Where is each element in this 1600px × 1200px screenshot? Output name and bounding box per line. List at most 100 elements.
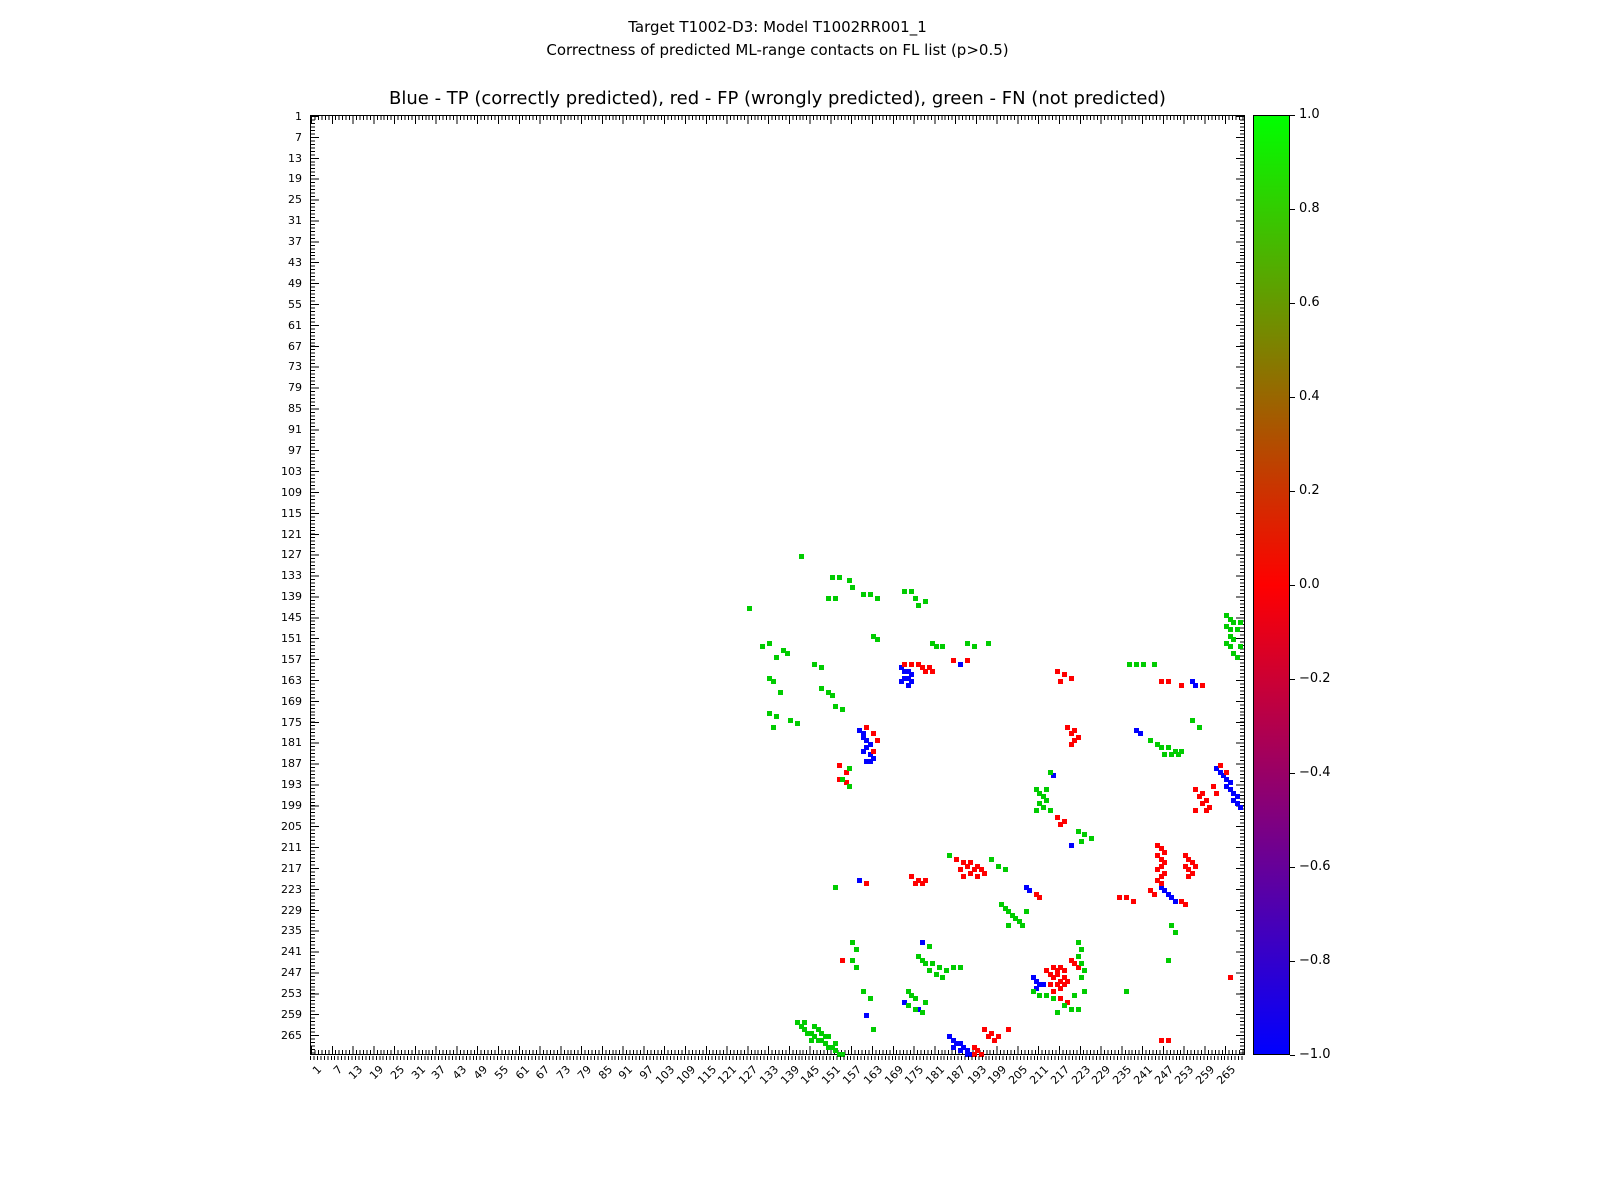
scatter-point-fn <box>1040 804 1046 810</box>
scatter-point-fp <box>902 661 908 667</box>
colorbar-tick-mark <box>1290 491 1295 492</box>
figure-suptitle: Target T1002-D3: Model T1002RR001_1 Corr… <box>310 16 1245 61</box>
y-tick-label: 157 <box>281 652 302 666</box>
scatter-point-fp <box>1196 794 1202 800</box>
scatter-point-fp <box>982 1027 988 1033</box>
scatter-point-fn <box>770 724 776 730</box>
y-tick-label: 175 <box>281 715 302 729</box>
x-tick-label: 31 <box>408 1063 428 1083</box>
y-tick-label: 115 <box>281 506 302 520</box>
scatter-point-fn <box>795 1020 801 1026</box>
scatter-point-tp <box>867 752 873 758</box>
scatter-point-tp <box>898 665 904 671</box>
colorbar-tick-label: −0.6 <box>1299 859 1331 874</box>
scatter-point-fp <box>871 731 877 737</box>
scatter-point-fn <box>1231 651 1237 657</box>
scatter-point-fn <box>1037 790 1043 796</box>
scatter-point-tp <box>860 731 866 737</box>
scatter-point-fp <box>968 860 974 866</box>
scatter-point-tp <box>905 675 911 681</box>
scatter-point-fn <box>957 964 963 970</box>
scatter-point-fp <box>1065 978 1071 984</box>
scatter-point-fp <box>1058 679 1064 685</box>
colorbar-tick-mark <box>1290 209 1295 210</box>
x-tick-label: 193 <box>964 1063 989 1088</box>
scatter-point-fn <box>819 686 825 692</box>
y-tick-label: 151 <box>281 631 302 645</box>
x-tick-label: 205 <box>1006 1063 1031 1088</box>
x-tick-label: 187 <box>943 1063 969 1088</box>
scatter-point-fn <box>1044 787 1050 793</box>
scatter-point-fn <box>840 707 846 713</box>
scatter-point-fp <box>1158 856 1164 862</box>
x-tick-label: 43 <box>450 1063 470 1083</box>
y-tick-label: 79 <box>288 381 302 395</box>
scatter-point-fn <box>829 1044 835 1050</box>
scatter-point-fn <box>933 971 939 977</box>
scatter-point-fn <box>781 647 787 653</box>
scatter-point-tp <box>864 738 870 744</box>
y-tick-label: 43 <box>288 255 302 269</box>
scatter-point-tp <box>1224 776 1230 782</box>
scatter-point-fp <box>1165 679 1171 685</box>
scatter-point-tp <box>1033 985 1039 991</box>
scatter-point-tp <box>860 748 866 754</box>
scatter-point-fp <box>1186 867 1192 873</box>
y-tick-label: 13 <box>288 151 302 165</box>
scatter-point-fp <box>1058 985 1064 991</box>
colorbar-tick-mark <box>1290 773 1295 774</box>
scatter-point-fn <box>1234 627 1240 633</box>
scatter-point-fn <box>1013 915 1019 921</box>
scatter-point-fn <box>798 553 804 559</box>
scatter-point-fp <box>1189 860 1195 866</box>
scatter-point-fp <box>1200 790 1206 796</box>
scatter-point-fn <box>853 964 859 970</box>
scatter-point-fn <box>902 588 908 594</box>
scatter-point-tp <box>867 759 873 765</box>
scatter-point-fn <box>836 1051 842 1057</box>
scatter-point-fn <box>940 975 946 981</box>
scatter-point-tp <box>1165 891 1171 897</box>
scatter-point-fn <box>850 940 856 946</box>
scatter-point-fp <box>1072 738 1078 744</box>
scatter-point-fn <box>1072 992 1078 998</box>
y-tick-label: 85 <box>288 402 302 416</box>
scatter-point-fn <box>1224 613 1230 619</box>
scatter-point-fp <box>1182 853 1188 859</box>
scatter-point-fp <box>1044 968 1050 974</box>
scatter-point-fn <box>1165 745 1171 751</box>
scatter-point-fn <box>784 651 790 657</box>
scatter-point-fn <box>801 1027 807 1033</box>
scatter-point-fp <box>1155 853 1161 859</box>
scatter-point-fn <box>867 996 873 1002</box>
scatter-point-fp <box>923 668 929 674</box>
scatter-point-fn <box>1037 801 1043 807</box>
scatter-point-tp <box>864 1013 870 1019</box>
scatter-point-fp <box>1158 874 1164 880</box>
scatter-point-tp <box>1193 682 1199 688</box>
colorbar-tick-mark <box>1290 115 1295 116</box>
scatter-point-fn <box>871 1027 877 1033</box>
scatter-point-fn <box>1172 748 1178 754</box>
scatter-point-tp <box>1169 895 1175 901</box>
scatter-point-tp <box>871 755 877 761</box>
scatter-point-fn <box>950 964 956 970</box>
scatter-point-fp <box>1189 870 1195 876</box>
scatter-point-fp <box>978 867 984 873</box>
scatter-point-fn <box>1033 808 1039 814</box>
scatter-layer <box>311 116 1244 1057</box>
scatter-point-tp <box>1231 790 1237 796</box>
x-tick-label: 145 <box>798 1063 823 1088</box>
scatter-point-fp <box>1162 849 1168 855</box>
scatter-point-fn <box>850 585 856 591</box>
x-tick-label: 13 <box>346 1063 366 1083</box>
scatter-point-fn <box>905 989 911 995</box>
scatter-point-fp <box>1155 877 1161 883</box>
scatter-point-tp <box>1023 884 1029 890</box>
scatter-point-fn <box>833 703 839 709</box>
scatter-point-fp <box>912 881 918 887</box>
x-tick-label: 211 <box>1027 1063 1052 1088</box>
y-tick-label: 241 <box>281 945 302 959</box>
scatter-point-fn <box>833 884 839 890</box>
